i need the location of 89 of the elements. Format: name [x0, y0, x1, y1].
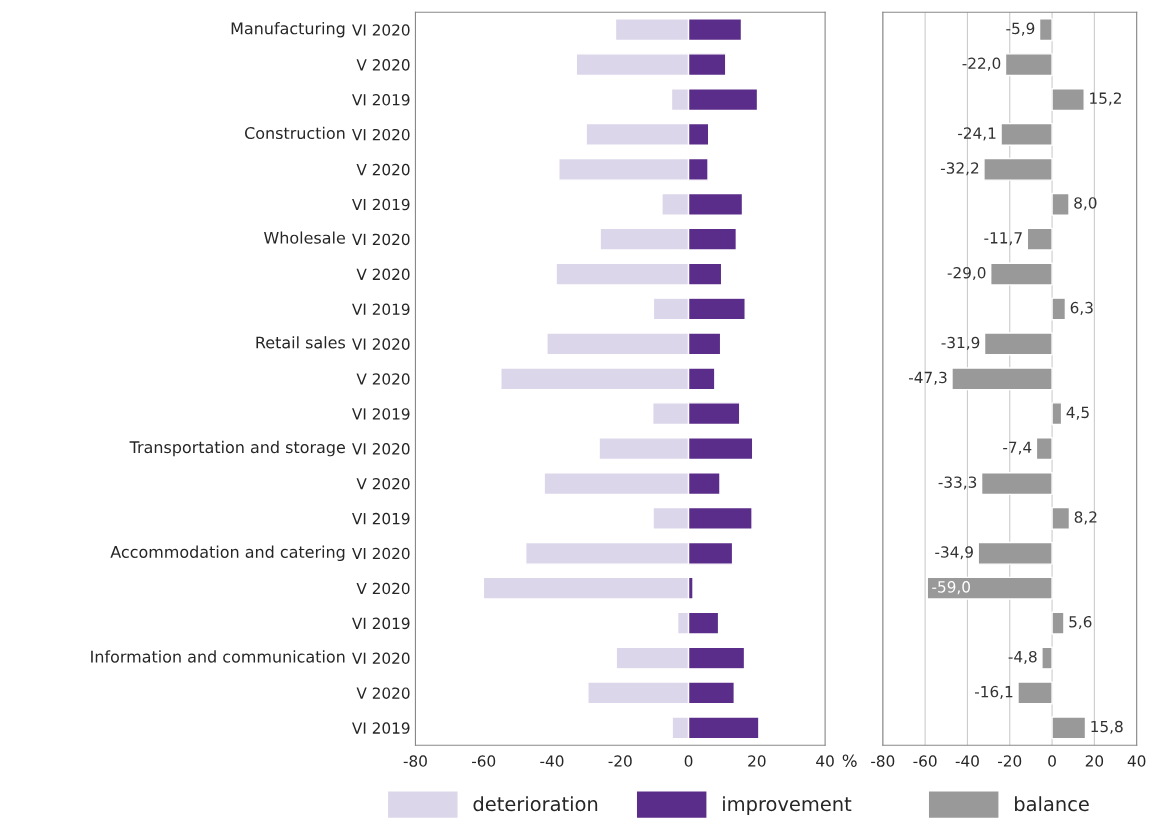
bar — [1038, 18, 1053, 42]
text: Wholesale — [264, 231, 345, 244]
y-tick-label: V 2020 — [356, 163, 410, 176]
data-label: -7,4 — [1003, 441, 1032, 455]
bar — [482, 576, 690, 600]
y-tick-label: V 2020 — [356, 268, 410, 281]
x-tick-label: -40 — [540, 755, 564, 767]
data-label: -22,0 — [962, 57, 1001, 71]
x-tick-label: -40 — [955, 755, 979, 767]
data-label: 15,2 — [1090, 92, 1121, 106]
bar — [983, 332, 1053, 356]
text: Accommodation and catering — [110, 545, 345, 562]
bar — [1017, 681, 1053, 705]
text: Construction — [245, 126, 345, 140]
data-label: -47,3 — [908, 371, 947, 385]
y-tick-label: VI 2019 — [352, 303, 410, 315]
x-tick-label: -20 — [608, 755, 632, 767]
y-tick-label: VI 2019 — [352, 722, 410, 734]
data-label: -11,7 — [984, 232, 1022, 246]
x-tick-label: -80 — [871, 755, 895, 767]
y-tick-label: VI 2020 — [352, 443, 410, 455]
x-tick-label: 0 — [1048, 755, 1056, 767]
x-tick-label: -80 — [403, 755, 427, 767]
bar — [1051, 611, 1065, 635]
text: Information and communication — [91, 650, 345, 663]
data-label: 8,0 — [1074, 197, 1097, 211]
bar — [1026, 227, 1053, 251]
y-tick-label: VI 2019 — [352, 617, 410, 630]
y-tick-label: VI 2019 — [352, 512, 410, 525]
bar — [1004, 53, 1053, 77]
legend-label: balance — [1015, 796, 1089, 812]
x-tick-label: 40 — [816, 755, 834, 767]
y-tick-label: VI 2019 — [352, 408, 410, 420]
data-label: 15,8 — [1091, 720, 1123, 734]
y-tick-label: V 2020 — [356, 59, 410, 71]
legend-label: improvement — [723, 796, 852, 816]
bar — [990, 262, 1053, 286]
bar — [1035, 437, 1053, 461]
y-tick-label: V 2020 — [356, 687, 410, 699]
x-tick-label: -20 — [998, 755, 1022, 767]
data-label: -34,9 — [935, 546, 973, 560]
bar — [1051, 192, 1070, 216]
data-label: -4,8 — [1008, 650, 1037, 665]
bar — [926, 576, 1053, 600]
y-tick-label: VI 2020 — [352, 338, 410, 350]
x-tick-label: 0 — [684, 755, 693, 767]
x-axis-title: % — [842, 754, 857, 767]
data-label: -16,1 — [974, 685, 1013, 699]
bar — [951, 367, 1053, 391]
bar — [1051, 716, 1087, 740]
bar — [1051, 88, 1085, 112]
bar — [1051, 506, 1071, 530]
bar — [1041, 646, 1053, 670]
data-label: 6,3 — [1070, 301, 1093, 315]
y-tick-label: V 2020 — [356, 582, 410, 595]
x-tick-label: 20 — [1085, 755, 1104, 767]
bar — [1051, 402, 1063, 426]
data-label: -24,1 — [958, 127, 996, 141]
data-label: 4,5 — [1066, 406, 1089, 420]
data-label: 5,6 — [1069, 616, 1092, 630]
data-label: -29,0 — [947, 266, 986, 281]
x-tick-label: 40 — [1127, 755, 1146, 767]
y-tick-label: VI 2019 — [352, 94, 410, 106]
y-tick-label: V 2020 — [356, 477, 410, 490]
data-label: -31,9 — [941, 336, 980, 350]
x-tick-label: 20 — [748, 755, 766, 767]
data-label: 8,2 — [1074, 511, 1097, 525]
legend-label: deterioration — [473, 796, 598, 812]
bar — [1000, 122, 1053, 146]
y-tick-label: V 2020 — [356, 373, 410, 385]
data-label: -5,9 — [1006, 22, 1035, 36]
y-tick-label: VI 2020 — [352, 24, 410, 36]
text: Retail sales — [256, 336, 346, 349]
bar — [983, 157, 1053, 181]
text: Manufacturing — [231, 22, 345, 38]
bar — [1051, 297, 1067, 321]
bar — [980, 471, 1053, 496]
y-tick-label: VI 2020 — [352, 652, 410, 665]
y-tick-label: VI 2020 — [352, 233, 410, 246]
data-label: -33,3 — [938, 476, 977, 490]
x-tick-label: -60 — [471, 755, 496, 767]
y-tick-label: VI 2020 — [352, 128, 410, 141]
data-label: -32,2 — [940, 162, 979, 176]
data-label: -59,0 — [932, 581, 970, 595]
x-tick-label: -60 — [913, 755, 937, 767]
y-tick-label: VI 2020 — [352, 547, 410, 560]
bar — [977, 541, 1053, 565]
text: Transportation and storage — [129, 440, 345, 457]
y-tick-label: VI 2019 — [352, 198, 410, 211]
